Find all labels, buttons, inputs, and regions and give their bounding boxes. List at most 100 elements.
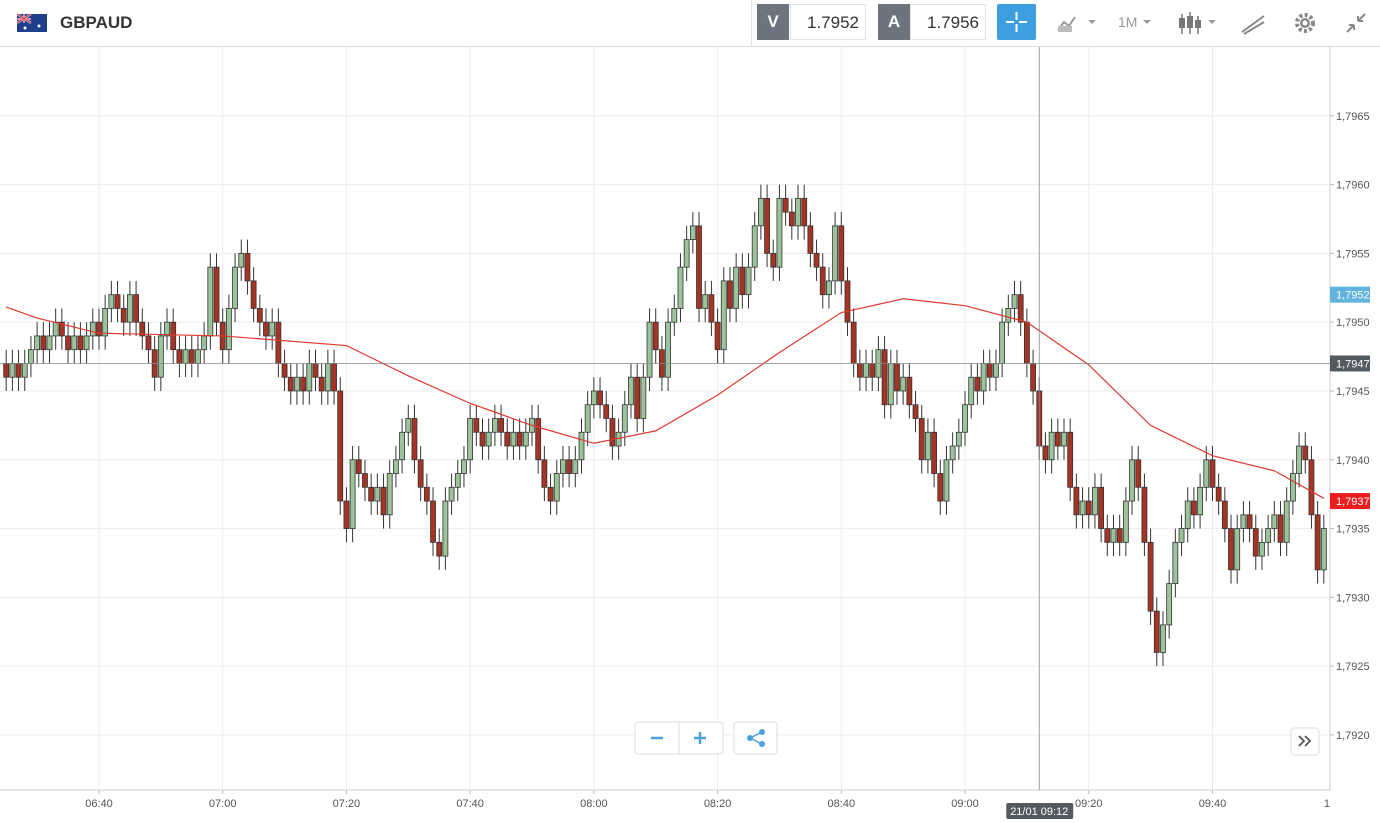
- candle-body: [826, 280, 832, 296]
- y-tick-label: 1,7940: [1336, 455, 1370, 467]
- candle-body: [102, 308, 109, 337]
- candle-body: [275, 321, 282, 364]
- x-tick-label: 07:00: [209, 798, 237, 810]
- candle-body: [968, 376, 975, 406]
- candle-body: [498, 418, 504, 433]
- candle-body: [58, 321, 65, 337]
- candle-body: [683, 239, 690, 268]
- candle-body: [176, 349, 183, 364]
- candle-body: [96, 321, 102, 337]
- candle-body: [986, 363, 993, 378]
- candle-body: [925, 431, 931, 461]
- y-tick-label: 1,7930: [1336, 592, 1370, 604]
- candle-body: [1308, 459, 1315, 516]
- candle-body: [423, 486, 430, 502]
- candle-body: [949, 445, 956, 461]
- candle-body: [207, 266, 214, 337]
- candle-body: [881, 349, 888, 406]
- candle-body: [733, 266, 740, 309]
- indicator-button[interactable]: [1050, 0, 1100, 46]
- candle-body: [584, 404, 591, 433]
- toolbar: GBPAUD V 1.7952 A 1.7956 1M: [0, 0, 1380, 47]
- candle-body: [479, 431, 486, 447]
- candle-body: [1079, 500, 1086, 516]
- candle-body: [727, 280, 733, 309]
- x-tick-label: 07:20: [333, 798, 361, 810]
- candle-body: [436, 541, 443, 557]
- candle-body: [65, 335, 71, 351]
- candle-body: [1135, 459, 1142, 488]
- symbol: GBPAUD: [60, 13, 133, 32]
- candle-body: [1184, 500, 1191, 529]
- timeframe[interactable]: 1M: [1118, 14, 1138, 30]
- candle-body: [331, 363, 337, 392]
- candle-body: [1011, 294, 1018, 309]
- candle-body: [1203, 459, 1210, 488]
- candle-body: [955, 431, 962, 447]
- candle-body: [832, 225, 839, 282]
- candle-body: [1085, 500, 1092, 516]
- candle-body: [1104, 528, 1111, 543]
- collapse-button[interactable]: [1341, 0, 1371, 46]
- candle-body: [108, 294, 115, 309]
- candle-body: [510, 431, 517, 447]
- candle-body: [324, 363, 331, 392]
- crosshair-button[interactable]: [997, 4, 1036, 40]
- candle-body: [1209, 459, 1216, 488]
- candle-body: [201, 335, 208, 351]
- candle-body: [1246, 514, 1253, 529]
- candle-body: [139, 321, 146, 337]
- candle-body: [448, 486, 455, 502]
- candle-body: [461, 459, 467, 474]
- draw-button[interactable]: [1236, 0, 1276, 46]
- candle-body: [1098, 486, 1105, 529]
- candle-body: [1061, 431, 1067, 447]
- candle-body: [560, 459, 566, 474]
- candle-body: [869, 363, 876, 378]
- chart-type-button[interactable]: [1172, 0, 1222, 46]
- candle-body: [170, 321, 177, 351]
- candle-body: [1005, 308, 1012, 323]
- x-tick-label: 08:40: [828, 798, 856, 810]
- price-marker-label: 1,7937: [1336, 496, 1370, 508]
- x-tick-label: 07:40: [456, 798, 484, 810]
- candle-body: [300, 376, 307, 392]
- price-marker: [1330, 286, 1370, 303]
- bid-tag: V: [757, 4, 789, 40]
- scroll-right-button[interactable]: [1290, 727, 1320, 756]
- candle-body: [232, 266, 238, 309]
- moving-average-line: [5, 298, 1325, 499]
- price-marker: [1330, 355, 1370, 372]
- share-button[interactable]: [733, 721, 778, 755]
- candle-body: [34, 335, 41, 351]
- candle-body: [696, 225, 702, 309]
- candle-body: [819, 266, 826, 296]
- candle-body: [974, 376, 981, 392]
- candle-body: [164, 321, 170, 337]
- candle-body: [572, 459, 579, 474]
- candle-body: [454, 473, 461, 488]
- candle-body: [850, 321, 857, 364]
- candle-body: [788, 211, 795, 227]
- y-tick-label: 1,7950: [1336, 317, 1370, 329]
- candle-body: [467, 418, 474, 461]
- candle-body: [89, 321, 96, 337]
- candle-body: [1048, 431, 1055, 461]
- settings-button[interactable]: [1290, 0, 1320, 46]
- x-axis-labels: 06:40 07:00 07:20 07:40 08:00 08:20 08:40 09:00…: [85, 790, 1330, 810]
- price-marker: [1330, 493, 1370, 510]
- candle-body: [1073, 486, 1080, 516]
- x-tick-label: 08:20: [704, 798, 732, 810]
- candle-body: [114, 294, 121, 309]
- candle-body: [999, 321, 1006, 364]
- candle-body: [634, 376, 641, 419]
- candle-body: [368, 486, 375, 502]
- x-tick-label: 06:40: [85, 798, 113, 810]
- candle-body: [28, 349, 34, 364]
- candle-body: [157, 335, 164, 378]
- candle-body: [844, 280, 851, 323]
- ask-tag: A: [878, 4, 910, 40]
- candle-body: [1042, 445, 1049, 461]
- candle-body: [912, 404, 919, 419]
